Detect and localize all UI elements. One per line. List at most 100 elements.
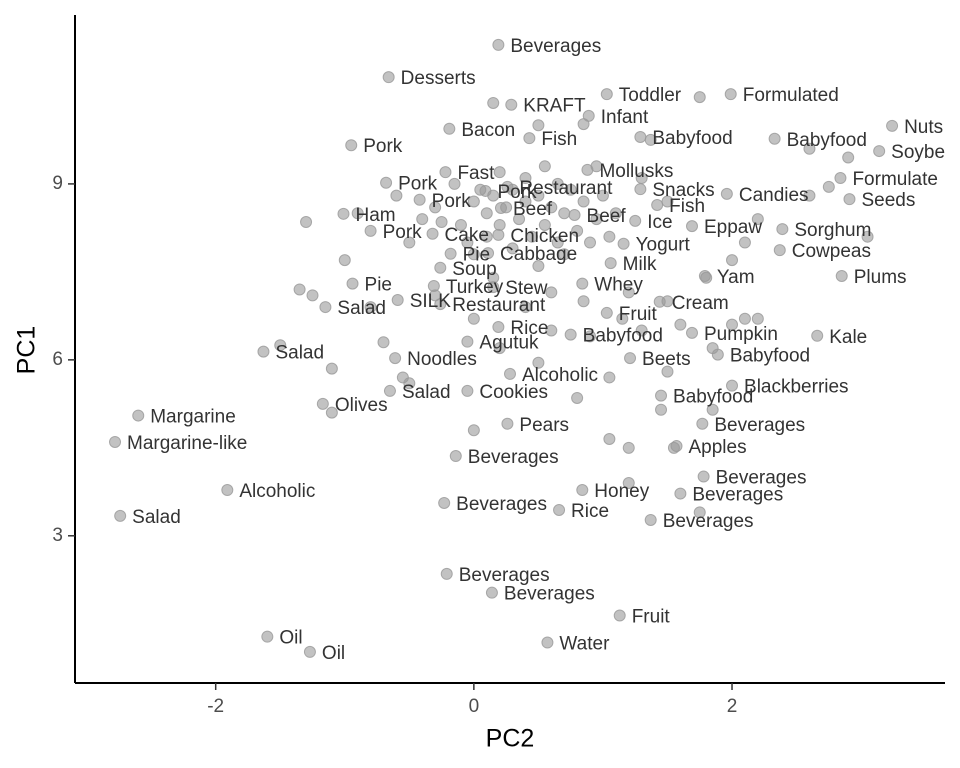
point (538, 160, 551, 173)
point-label: Salad (337, 298, 386, 319)
point (811, 329, 824, 342)
point (773, 244, 786, 257)
point (274, 339, 287, 352)
point-label: Soybe (891, 142, 945, 163)
point (467, 195, 480, 208)
point (429, 201, 442, 214)
point-label: Babyfood (652, 128, 732, 149)
y-tick-label: 3 (52, 525, 63, 546)
point-label: Formulated (743, 85, 839, 106)
point (577, 118, 590, 131)
point (506, 183, 519, 196)
point (706, 342, 719, 355)
point (293, 283, 306, 296)
point (492, 228, 505, 241)
point (596, 189, 609, 202)
point (545, 324, 558, 337)
point (506, 242, 519, 255)
point (345, 139, 358, 152)
point (571, 224, 584, 237)
point (467, 248, 480, 261)
point (726, 318, 739, 331)
point (429, 289, 442, 302)
point (604, 257, 617, 270)
point (448, 177, 461, 190)
point (492, 38, 505, 51)
point-label: Pork (432, 191, 472, 212)
point (382, 71, 395, 84)
point (449, 450, 462, 463)
y-tick-label: 6 (52, 349, 63, 370)
point (661, 365, 674, 378)
point (686, 220, 699, 233)
point-label: Salad (132, 507, 181, 528)
point-label: Beverages (663, 511, 754, 532)
point (577, 195, 590, 208)
point (426, 227, 439, 240)
point (803, 189, 816, 202)
point (391, 294, 404, 307)
point (492, 321, 505, 334)
point-label: Yam (717, 267, 755, 288)
point (541, 636, 554, 649)
point (886, 119, 899, 132)
point (751, 312, 764, 325)
point (396, 371, 409, 384)
point (564, 328, 577, 341)
x-tick-label: 0 (469, 696, 480, 717)
point (835, 269, 848, 282)
point (803, 142, 816, 155)
point (505, 98, 518, 111)
point-label: Beef (513, 199, 553, 220)
point-label: SILK (410, 291, 452, 312)
point (454, 218, 467, 231)
point-label: Oil (322, 643, 345, 664)
point (613, 609, 626, 622)
point-label: Olives (335, 395, 388, 416)
y-tick-label: 9 (52, 173, 63, 194)
point-label: Kale (829, 327, 867, 348)
point (584, 236, 597, 249)
point-label: Babyfood (730, 346, 810, 367)
point-label: Beverages (459, 565, 550, 586)
point-label: Alcoholic (522, 365, 598, 386)
point-label: Milk (623, 254, 657, 275)
point (622, 441, 635, 454)
point (434, 298, 447, 311)
point-label: Beets (642, 349, 691, 370)
y-axis-title: PC1 (13, 326, 41, 375)
point-label: KRAFT (523, 96, 586, 117)
point (558, 207, 571, 220)
point (325, 406, 338, 419)
point-label: Beverages (716, 468, 807, 489)
point (416, 213, 429, 226)
point-label: Fast (457, 163, 495, 184)
point (303, 645, 316, 658)
point (629, 214, 642, 227)
point (568, 208, 581, 221)
point (842, 151, 855, 164)
point-label: Rice (571, 501, 609, 522)
point (693, 506, 706, 519)
point (661, 195, 674, 208)
point (461, 335, 474, 348)
point (576, 277, 589, 290)
point (519, 301, 532, 314)
point (553, 503, 566, 516)
point-label: Margarine (150, 407, 236, 428)
point (590, 213, 603, 226)
point (532, 356, 545, 369)
point-label: Babyfood (583, 326, 663, 347)
point-label: Alcoholic (239, 481, 315, 502)
point-label: Cowpeas (792, 241, 871, 262)
point (461, 384, 474, 397)
point (726, 379, 739, 392)
point-label: Bacon (461, 120, 515, 141)
point (545, 201, 558, 214)
point (461, 236, 474, 249)
point-label: Fish (541, 129, 577, 150)
point-label: Pie (463, 245, 490, 266)
point-label: Cabbage (500, 244, 577, 265)
point (532, 119, 545, 132)
point (686, 326, 699, 339)
